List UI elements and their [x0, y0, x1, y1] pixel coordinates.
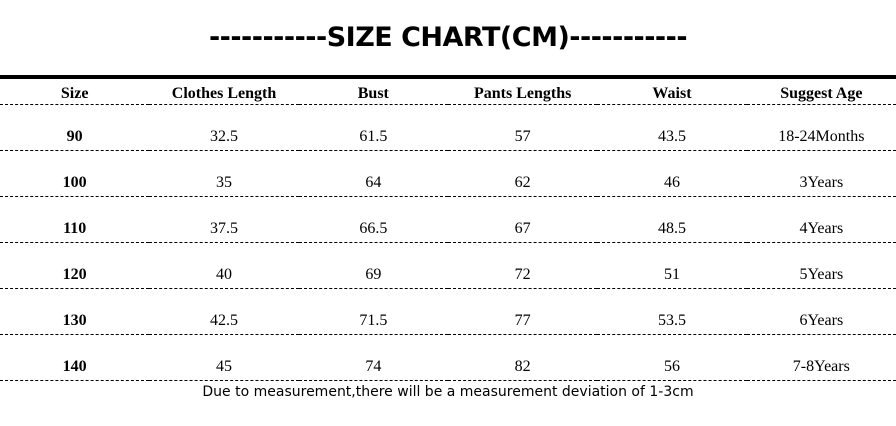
pants-length-cell: 62: [447, 150, 598, 197]
size-chart-table: Size Clothes Length Bust Pants Lengths W…: [0, 75, 896, 381]
pants-length-cell: 67: [447, 196, 598, 243]
clothes-length-cell: 40: [149, 242, 299, 289]
size-cell: 110: [0, 196, 150, 243]
bust-cell: 61.5: [298, 104, 448, 151]
suggest-age-cell: 7-8Years: [746, 334, 896, 381]
suggest-age-cell: 3Years: [746, 150, 896, 197]
waist-cell: 56: [597, 334, 747, 381]
bust-cell: 74: [298, 334, 448, 381]
table-body: 90 32.5 61.5 57 43.5 18-24Months 100 35 …: [0, 104, 896, 381]
bust-cell: 66.5: [298, 196, 448, 243]
table-row-size-110: 110 37.5 66.5 67 48.5 4Years: [0, 196, 896, 243]
column-header-clothes-length: Clothes Length: [149, 77, 299, 105]
size-cell: 90: [0, 104, 150, 151]
column-header-pants-lengths: Pants Lengths: [447, 77, 598, 105]
column-header-bust: Bust: [298, 77, 448, 105]
clothes-length-cell: 32.5: [149, 104, 299, 151]
column-header-suggest-age: Suggest Age: [746, 77, 896, 105]
header-row: Size Clothes Length Bust Pants Lengths W…: [0, 77, 896, 105]
bust-cell: 69: [298, 242, 448, 289]
pants-length-cell: 57: [447, 104, 598, 151]
size-cell: 100: [0, 150, 150, 197]
column-header-size: Size: [0, 77, 150, 105]
clothes-length-cell: 42.5: [149, 288, 299, 335]
clothes-length-cell: 37.5: [149, 196, 299, 243]
waist-cell: 53.5: [597, 288, 747, 335]
suggest-age-cell: 6Years: [746, 288, 896, 335]
clothes-length-cell: 45: [149, 334, 299, 381]
column-header-waist: Waist: [597, 77, 747, 105]
table-row-size-140: 140 45 74 82 56 7-8Years: [0, 334, 896, 381]
pants-length-cell: 77: [447, 288, 598, 335]
bust-cell: 64: [298, 150, 448, 197]
waist-cell: 51: [597, 242, 747, 289]
suggest-age-cell: 18-24Months: [746, 104, 896, 151]
pants-length-cell: 72: [447, 242, 598, 289]
bust-cell: 71.5: [298, 288, 448, 335]
size-cell: 130: [0, 288, 150, 335]
page-title: -----------SIZE CHART(CM)-----------: [208, 22, 688, 53]
table-row-size-130: 130 42.5 71.5 77 53.5 6Years: [0, 288, 896, 335]
waist-cell: 46: [597, 150, 747, 197]
size-cell: 140: [0, 334, 150, 381]
table-row-size-90: 90 32.5 61.5 57 43.5 18-24Months: [0, 104, 896, 151]
table-row-size-120: 120 40 69 72 51 5Years: [0, 242, 896, 289]
waist-cell: 43.5: [597, 104, 747, 151]
pants-length-cell: 82: [447, 334, 598, 381]
size-cell: 120: [0, 242, 150, 289]
clothes-length-cell: 35: [149, 150, 299, 197]
suggest-age-cell: 4Years: [746, 196, 896, 243]
table-row-size-100: 100 35 64 62 46 3Years: [0, 150, 896, 197]
measurement-deviation-note: Due to measurement,there will be a measu…: [202, 383, 694, 400]
waist-cell: 48.5: [597, 196, 747, 243]
table-header: Size Clothes Length Bust Pants Lengths W…: [0, 77, 896, 105]
suggest-age-cell: 5Years: [746, 242, 896, 289]
